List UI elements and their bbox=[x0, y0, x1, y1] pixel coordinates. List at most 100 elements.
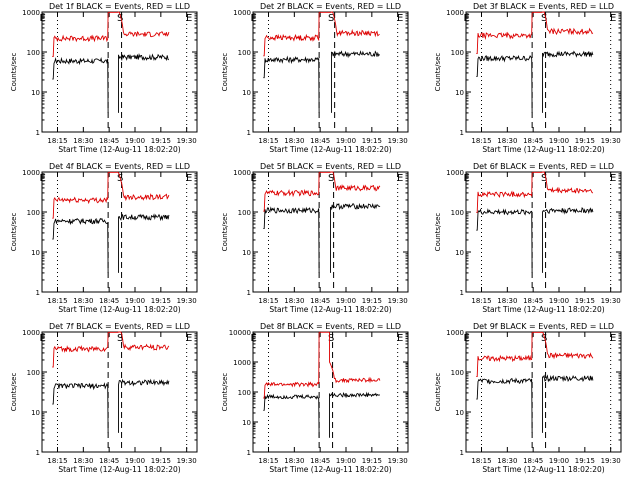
events-series-post bbox=[118, 52, 169, 113]
events-series-pre bbox=[52, 56, 109, 113]
flag-marker-e: E bbox=[186, 173, 192, 184]
plot-frame bbox=[252, 331, 409, 453]
plot-frame bbox=[41, 171, 198, 293]
flag-marker-e: E bbox=[186, 333, 192, 344]
y-axis-label: Counts/sec bbox=[434, 373, 442, 412]
x-tick-label: 18:15 bbox=[47, 297, 67, 305]
y-tick-label: 1000 bbox=[446, 169, 464, 177]
flag-marker-s: S bbox=[541, 333, 547, 344]
events-series-post bbox=[542, 207, 594, 273]
x-tick-label: 19:15 bbox=[575, 457, 595, 465]
x-axis-label: Start Time (12-Aug-11 18:02:20) bbox=[269, 145, 391, 154]
x-tick-label: 19:15 bbox=[151, 297, 171, 305]
flag-marker-s: S bbox=[541, 173, 547, 184]
x-tick-label: 18:45 bbox=[310, 457, 330, 465]
plot-title: Det 5f BLACK = Events, RED = LLD bbox=[260, 162, 401, 171]
y-tick-label: 100 bbox=[451, 369, 464, 377]
flag-marker-s: S bbox=[328, 333, 334, 344]
lld-series-pre bbox=[52, 172, 109, 219]
detector-plot-1: Det 1f BLACK = Events, RED = LLD 1 10 100 10… bbox=[10, 2, 198, 154]
lld-series-pre bbox=[52, 332, 109, 368]
flag-marker-s: S bbox=[328, 173, 334, 184]
y-tick-label: 1000 bbox=[22, 329, 40, 337]
events-series-pre bbox=[476, 377, 533, 433]
x-tick-label: 18:30 bbox=[284, 297, 304, 305]
x-tick-label: 18:15 bbox=[258, 457, 278, 465]
x-tick-label: 19:30 bbox=[177, 297, 197, 305]
lld-series-post bbox=[330, 171, 381, 192]
detector-plot-9: Det 9f BLACK = Events, RED = LLD 1 10 100 10… bbox=[434, 322, 622, 474]
x-tick-label: 19:00 bbox=[549, 137, 569, 145]
x-tick-label: 18:45 bbox=[99, 137, 119, 145]
events-series-pre bbox=[263, 206, 320, 273]
x-tick-label: 19:00 bbox=[549, 457, 569, 465]
x-tick-label: 19:15 bbox=[151, 137, 171, 145]
events-series-post bbox=[329, 391, 381, 438]
y-tick-label: 100 bbox=[238, 209, 251, 217]
plot-frame bbox=[465, 11, 622, 133]
lld-series-pre bbox=[52, 12, 109, 57]
y-tick-label: 10 bbox=[455, 249, 464, 257]
plot-frame bbox=[252, 11, 409, 133]
x-tick-label: 19:15 bbox=[362, 137, 382, 145]
x-tick-label: 19:30 bbox=[388, 457, 408, 465]
flag-marker-e: E bbox=[464, 333, 470, 344]
x-tick-label: 18:45 bbox=[99, 457, 119, 465]
x-tick-label: 18:15 bbox=[471, 297, 491, 305]
events-series-pre bbox=[476, 208, 533, 273]
flag-marker-e: E bbox=[251, 173, 257, 184]
flag-marker-e: E bbox=[610, 173, 616, 184]
detector-plot-4: Det 4f BLACK = Events, RED = LLD 1 10 100 10… bbox=[10, 162, 198, 314]
flag-marker-e: E bbox=[251, 333, 257, 344]
x-axis-label: Start Time (12-Aug-11 18:02:20) bbox=[269, 305, 391, 314]
x-tick-label: 19:00 bbox=[336, 297, 356, 305]
lld-series-post bbox=[118, 331, 170, 352]
x-tick-label: 18:15 bbox=[258, 137, 278, 145]
x-tick-label: 18:30 bbox=[73, 297, 93, 305]
x-tick-label: 19:30 bbox=[388, 137, 408, 145]
y-axis-label: Counts/sec bbox=[10, 53, 18, 92]
plot-title: Det 2f BLACK = Events, RED = LLD bbox=[260, 2, 401, 11]
lld-series-post bbox=[118, 172, 170, 202]
x-tick-label: 18:15 bbox=[258, 297, 278, 305]
events-series-post bbox=[330, 202, 381, 273]
flag-marker-e: E bbox=[40, 333, 46, 344]
y-tick-label: 10 bbox=[455, 89, 464, 97]
x-tick-label: 19:00 bbox=[125, 297, 145, 305]
x-tick-label: 18:30 bbox=[73, 457, 93, 465]
y-tick-label: 1000 bbox=[233, 169, 251, 177]
detector-plot-5: Det 5f BLACK = Events, RED = LLD 1 10 100 10… bbox=[221, 162, 409, 314]
x-tick-label: 19:30 bbox=[601, 137, 621, 145]
x-tick-label: 18:30 bbox=[497, 137, 517, 145]
y-axis-label: Counts/sec bbox=[221, 213, 229, 252]
x-tick-label: 18:15 bbox=[471, 137, 491, 145]
x-axis-label: Start Time (12-Aug-11 18:02:20) bbox=[482, 305, 604, 314]
flag-marker-e: E bbox=[397, 333, 403, 344]
events-series-pre bbox=[52, 382, 109, 433]
events-series-post bbox=[331, 50, 380, 113]
y-tick-label: 1 bbox=[460, 289, 464, 297]
flag-marker-s: S bbox=[117, 13, 123, 24]
lld-series-pre bbox=[263, 172, 320, 212]
y-tick-label: 100 bbox=[238, 389, 251, 397]
y-tick-label: 10 bbox=[242, 419, 251, 427]
y-tick-label: 1 bbox=[36, 449, 40, 457]
detector-plot-2: Det 2f BLACK = Events, RED = LLD 1 10 100 10… bbox=[221, 2, 409, 154]
y-tick-label: 1000 bbox=[233, 9, 251, 17]
events-series-pre bbox=[476, 54, 533, 113]
y-tick-label: 100 bbox=[238, 49, 251, 57]
x-tick-label: 18:30 bbox=[497, 457, 517, 465]
plot-title: Det 1f BLACK = Events, RED = LLD bbox=[49, 2, 190, 11]
plot-frame bbox=[465, 331, 622, 453]
y-tick-label: 1000 bbox=[22, 169, 40, 177]
y-tick-label: 10 bbox=[31, 89, 40, 97]
lld-series-pre bbox=[263, 332, 320, 399]
x-tick-label: 19:15 bbox=[575, 297, 595, 305]
x-tick-label: 18:45 bbox=[310, 297, 330, 305]
y-tick-label: 100 bbox=[27, 209, 40, 217]
y-axis-label: Counts/sec bbox=[434, 213, 442, 252]
events-series-pre bbox=[263, 393, 320, 438]
plot-title: Det 7f BLACK = Events, RED = LLD bbox=[49, 322, 190, 331]
y-tick-label: 10 bbox=[31, 409, 40, 417]
